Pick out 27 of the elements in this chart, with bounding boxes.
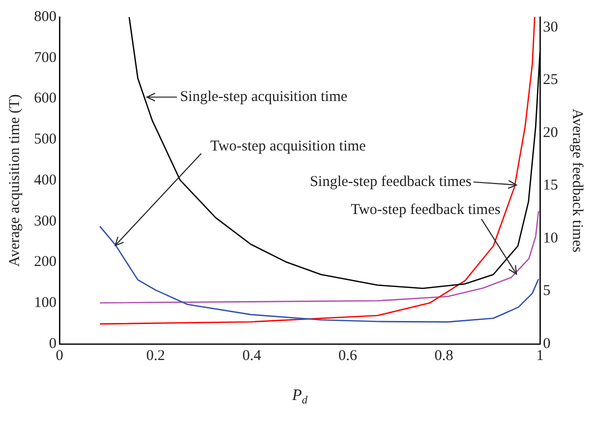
- x-tick-label: 0.4: [242, 348, 262, 364]
- x-tick-label: 1: [536, 348, 544, 364]
- y-tick-label: 700: [34, 50, 56, 66]
- y-axis-title: Average acquisition time (T): [6, 94, 23, 267]
- x-tick-label: 0.6: [338, 348, 358, 364]
- y-tick-label: 100: [34, 295, 56, 312]
- annotation: Single-step feedback times: [310, 174, 472, 190]
- y2-tick-label: 0: [543, 336, 550, 352]
- y-tick-label: 600: [34, 90, 56, 107]
- annotation: Single-step acquisition time: [180, 89, 348, 106]
- y2-tick-label: 5: [543, 283, 550, 300]
- annotation: Two-step feedback times: [350, 202, 501, 218]
- y-tick-label: 200: [34, 254, 56, 270]
- y-tick-label: 300: [34, 213, 56, 230]
- y-tick-label: 800: [34, 8, 56, 25]
- y2-tick-label: 20: [543, 124, 558, 141]
- y2-tick-label: 25: [543, 72, 558, 88]
- x-tick-label: 0.2: [146, 348, 165, 364]
- y-tick-label: 400: [34, 172, 56, 188]
- x-tick-label: 0.8: [434, 348, 454, 364]
- y2-tick-label: 10: [543, 230, 558, 246]
- y2-tick-label: 30: [543, 19, 558, 36]
- y2-axis-title: Average feedback times: [569, 108, 586, 253]
- y2-tick-label: 15: [543, 178, 558, 194]
- annotation: Two-step acquisition time: [210, 138, 366, 154]
- y-tick-label: 0: [49, 336, 56, 352]
- y-tick-label: 500: [34, 132, 56, 148]
